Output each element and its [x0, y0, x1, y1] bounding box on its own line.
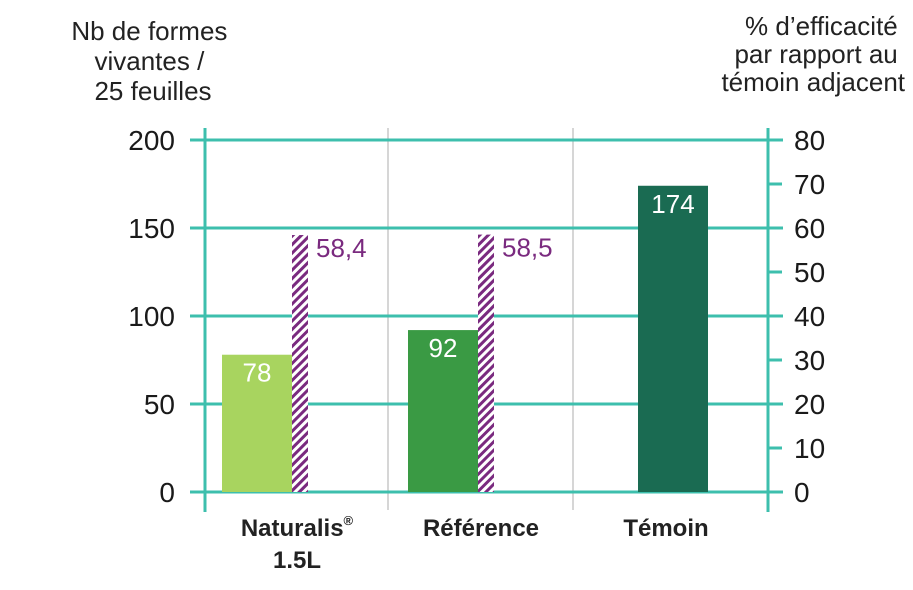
- right-tick-label: 60: [794, 213, 825, 244]
- right-tick-label: 10: [794, 433, 825, 464]
- right-tick-label: 20: [794, 389, 825, 420]
- bar-efficacy: [478, 234, 494, 492]
- right-axis-title-line: témoin adjacent: [721, 67, 905, 97]
- right-axis-ticks: 0 10 20 30 40 50 60 70 80: [768, 125, 825, 508]
- left-tick-label: 200: [128, 125, 175, 156]
- left-tick-label: 0: [159, 477, 175, 508]
- category-label: Naturalis®: [241, 513, 354, 542]
- left-tick-label: 100: [128, 301, 175, 332]
- bar-value-labels: 78 92 174 58,4 58,5: [243, 189, 695, 388]
- category-label-line2: 1.5L: [273, 547, 321, 574]
- bar-efficacy: [292, 235, 308, 493]
- left-axis-title-line: 25 feuilles: [94, 76, 211, 106]
- bar-count: [222, 354, 292, 492]
- left-axis-title-line: vivantes /: [94, 46, 205, 76]
- right-tick-label: 80: [794, 125, 825, 156]
- category-separators: [387, 128, 574, 510]
- right-axis-title-line: par rapport au: [734, 39, 897, 69]
- right-tick-label: 0: [794, 477, 810, 508]
- right-tick-label: 40: [794, 301, 825, 332]
- category-label-superscript: ®: [344, 513, 354, 528]
- right-axis-title: % d’efficacité par rapport au témoin adj…: [721, 11, 905, 97]
- bar-count-label: 174: [651, 189, 694, 219]
- left-tick-label: 50: [144, 389, 175, 420]
- left-axis-ticks: 0 50 100 150 200: [128, 125, 175, 508]
- category-labels: Naturalis® 1.5L Référence Témoin: [241, 513, 709, 574]
- bar-count: [408, 330, 478, 492]
- right-axis-title-line: % d’efficacité: [745, 11, 898, 41]
- left-axis-title-line: Nb de formes: [71, 16, 227, 46]
- right-tick-label: 50: [794, 257, 825, 288]
- category-label: Référence: [423, 515, 539, 542]
- left-axis-title: Nb de formes vivantes / 25 feuilles: [71, 16, 234, 106]
- bar-count-label: 92: [429, 333, 458, 363]
- bars: [222, 185, 708, 493]
- category-label: Témoin: [623, 515, 708, 542]
- left-tick-label: 150: [128, 213, 175, 244]
- bar-count: [638, 185, 708, 492]
- right-tick-label: 30: [794, 345, 825, 376]
- bar-count-label: 78: [243, 358, 272, 388]
- bar-efficacy-label: 58,5: [502, 233, 553, 263]
- bar-efficacy-label: 58,4: [316, 233, 367, 263]
- right-tick-label: 70: [794, 169, 825, 200]
